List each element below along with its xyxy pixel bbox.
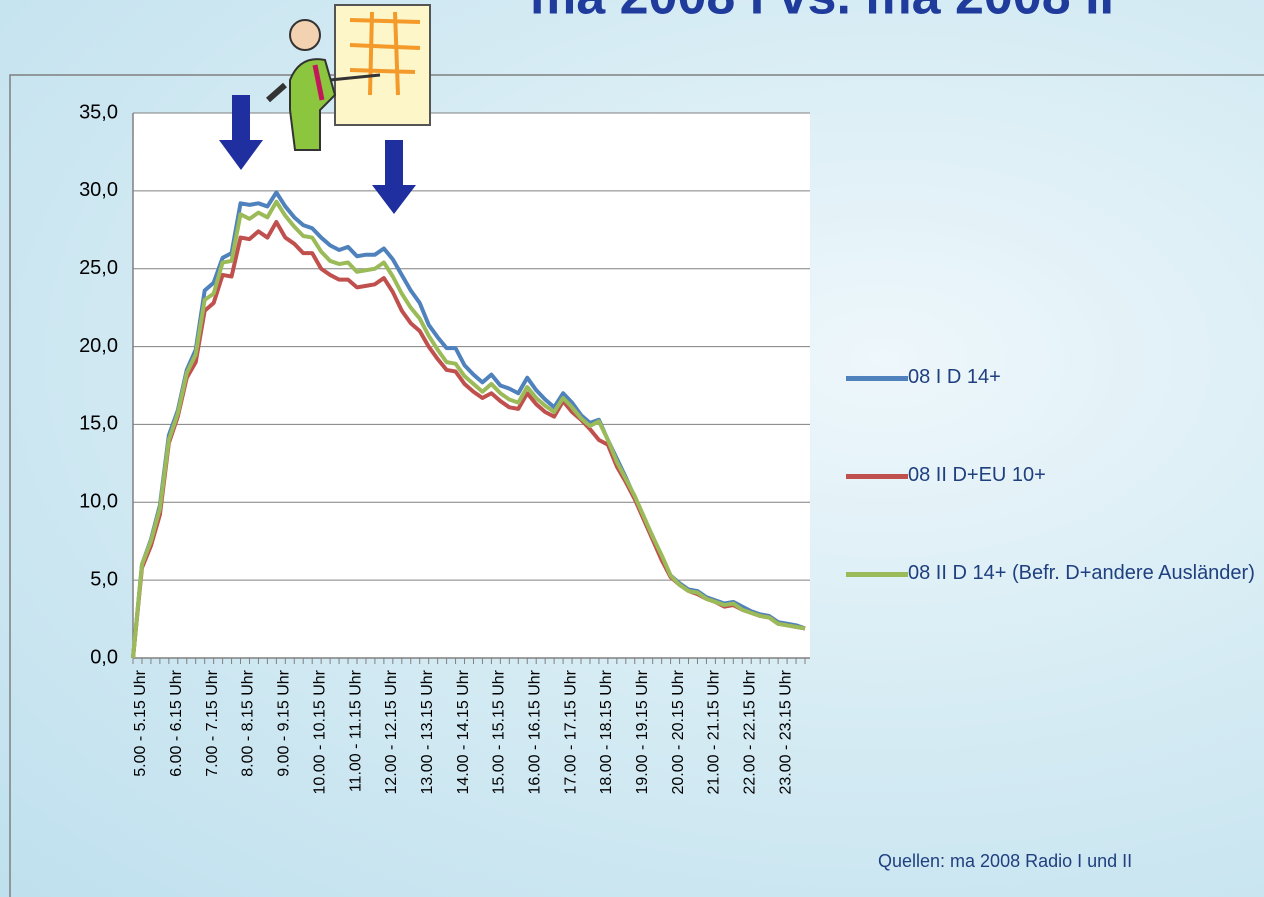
slide-title: ma 2008 I vs. ma 2008 II [530,0,1114,26]
y-tick-label: 10,0 [79,491,118,513]
y-tick-label: 0,0 [90,646,118,668]
x-tick-label: 21.00 - 21.15 Uhr [706,669,723,794]
y-tick-label: 20,0 [79,335,118,357]
plot-area [133,113,810,658]
y-tick-label: 35,0 [79,101,118,123]
x-tick-label: 10.00 - 10.15 Uhr [311,669,328,794]
x-tick-label: 9.00 - 9.15 Uhr [276,669,293,776]
x-tick-label: 6.00 - 6.15 Uhr [168,669,185,776]
x-tick-label: 14.00 - 14.15 Uhr [455,669,472,794]
y-tick-label: 5,0 [90,568,118,590]
x-tick-label: 8.00 - 8.15 Uhr [240,669,257,776]
x-tick-label: 20.00 - 20.15 Uhr [670,669,687,794]
x-tick-label: 7.00 - 7.15 Uhr [204,669,221,776]
x-tick-label: 11.00 - 11.15 Uhr [347,669,364,792]
x-tick-label: 16.00 - 16.15 Uhr [526,669,543,794]
legend-label: 08 II D+EU 10+ [908,460,1258,490]
x-tick-label: 18.00 - 18.15 Uhr [598,669,615,794]
x-tick-label: 15.00 - 15.15 Uhr [491,669,508,794]
x-tick-label: 12.00 - 12.15 Uhr [383,669,400,794]
slide: ma 2008 I vs. ma 2008 II 0,0 5,0 10,0 15,0 2… [0,0,1264,897]
legend-label: 08 I D 14+ [908,362,1258,392]
y-tick-label: 25,0 [79,257,118,279]
source-note: Quellen: ma 2008 Radio I und II [878,851,1132,871]
legend-item: 08 II D 14+ (Befr. D+andere Ausländer) [846,558,1258,588]
legend-item: 08 II D+EU 10+ [846,460,1258,490]
legend-swatch [846,376,908,381]
x-tick-label: 22.00 - 22.15 Uhr [741,669,758,794]
x-axis-ticks [133,658,805,664]
x-tick-label: 17.00 - 17.15 Uhr [562,669,579,794]
x-tick-label: 13.00 - 13.15 Uhr [419,669,436,794]
x-tick-label: 5.00 - 5.15 Uhr [132,669,149,776]
x-tick-label: 23.00 - 23.15 Uhr [777,669,794,794]
x-tick-label: 19.00 - 19.15 Uhr [634,669,651,794]
y-tick-label: 15,0 [79,413,118,435]
legend-item: 08 I D 14+ [846,362,1258,392]
chart: ma 2008 I vs. ma 2008 II 0,0 5,0 10,0 15,0 2… [0,0,1264,897]
y-tick-label: 30,0 [79,179,118,201]
legend-swatch [846,474,908,479]
legend-swatch [846,572,908,577]
legend-label: 08 II D 14+ (Befr. D+andere Ausländer) [908,558,1258,588]
